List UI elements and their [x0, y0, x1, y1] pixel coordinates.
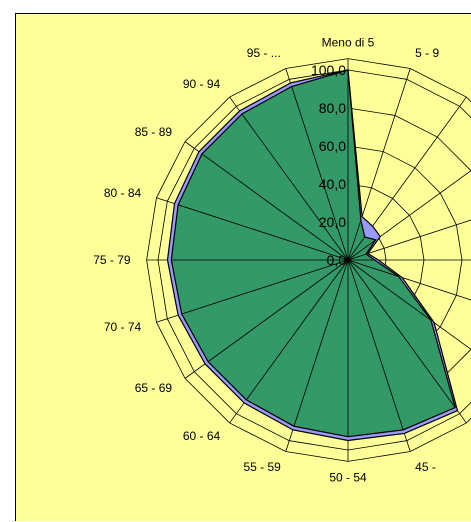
inner-spoke-13 — [207, 259, 349, 362]
inner-spoke-16 — [178, 204, 349, 261]
inner-spoke-11 — [293, 259, 349, 427]
r-tick-label-3: 60,0 — [319, 138, 346, 154]
category-label-14: 70 - 74 — [104, 320, 142, 334]
category-label-10: 50 - 54 — [329, 470, 367, 484]
category-label-18: 90 - 94 — [183, 77, 221, 91]
inner-spoke-18 — [241, 113, 349, 261]
category-label-15: 75 - 79 — [93, 253, 131, 267]
inner-spoke-17 — [201, 153, 349, 261]
category-label-12: 60 - 64 — [183, 429, 221, 443]
series-1-area — [170, 69, 456, 438]
inner-spoke-4 — [347, 253, 367, 261]
category-label-17: 85 - 89 — [135, 125, 173, 139]
r-tick-label-0: 0,0 — [327, 252, 347, 268]
inner-spoke-6 — [347, 259, 399, 277]
inner-spoke-1 — [347, 220, 362, 261]
category-label-13: 65 - 69 — [135, 381, 173, 395]
category-label-9: 45 - — [415, 460, 436, 474]
inner-spoke-2 — [347, 236, 366, 261]
r-tick-label-4: 80,0 — [319, 100, 346, 116]
category-label-0: Meno di 5 — [322, 36, 375, 50]
inner-spoke-9 — [347, 259, 404, 430]
category-label-11: 55 - 59 — [243, 460, 281, 474]
r-tick-label-1: 20,0 — [319, 214, 346, 230]
inner-spoke-14 — [181, 259, 349, 315]
inner-spoke-7 — [347, 259, 432, 321]
spoke-4 — [347, 219, 471, 261]
r-tick-label-2: 40,0 — [319, 176, 346, 192]
category-label-1: 5 - 9 — [415, 46, 439, 60]
inner-spoke-8 — [347, 259, 456, 408]
inner-spoke-19 — [291, 86, 349, 261]
inner-spoke-12 — [246, 259, 349, 401]
category-label-16: 80 - 84 — [104, 186, 142, 200]
inner-spoke-3 — [347, 239, 376, 261]
r-tick-label-5: 100,0 — [311, 62, 346, 78]
category-label-19: 95 - ... — [247, 46, 281, 60]
